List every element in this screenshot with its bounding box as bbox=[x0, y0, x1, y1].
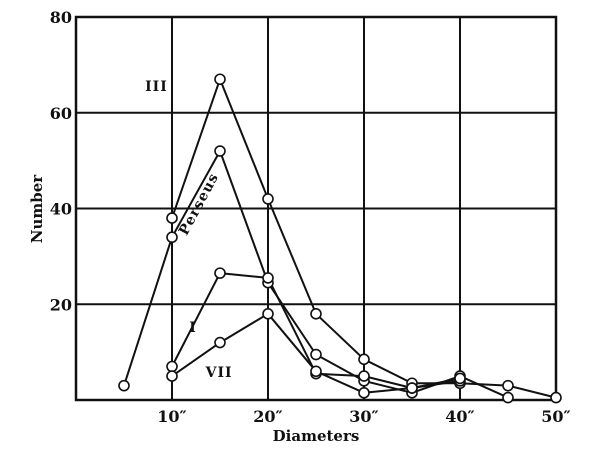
data-point-vii bbox=[310, 365, 322, 378]
data-point-iii bbox=[262, 193, 274, 205]
data-point-iii bbox=[550, 391, 562, 404]
x-tick-label: 30″ bbox=[349, 407, 378, 426]
data-point-perseus bbox=[118, 379, 130, 392]
data-point-vii bbox=[214, 336, 226, 349]
grid bbox=[76, 16, 557, 400]
plot-frame bbox=[74, 15, 558, 402]
x-axis-title: Diameters bbox=[273, 427, 360, 445]
series-label-iii: III bbox=[145, 79, 168, 95]
data-point-iii bbox=[166, 212, 178, 224]
series-labels: III Perseus I VII bbox=[145, 79, 233, 381]
y-axis-title: Number bbox=[28, 174, 46, 244]
y-axis-ticks: 20 40 60 80 bbox=[50, 8, 72, 314]
data-point-iii bbox=[310, 308, 322, 320]
x-axis-ticks: 10″ 20″ 30″ 40″ 50″ bbox=[157, 407, 570, 426]
data-point-i bbox=[358, 370, 370, 382]
x-tick-label: 10″ bbox=[157, 407, 186, 426]
y-tick-label: 20 bbox=[50, 295, 72, 314]
y-tick-label: 80 bbox=[50, 8, 72, 27]
data-point-i bbox=[214, 267, 226, 279]
data-point-i bbox=[166, 360, 178, 373]
x-tick-label: 50″ bbox=[541, 407, 570, 426]
y-tick-label: 60 bbox=[50, 104, 72, 123]
data-point-perseus bbox=[310, 348, 322, 361]
data-point-vii bbox=[358, 387, 370, 399]
data-point-vii bbox=[166, 370, 178, 382]
data-point-perseus bbox=[166, 231, 178, 244]
series-label-vii: VII bbox=[205, 365, 233, 381]
y-tick-label: 40 bbox=[50, 200, 72, 219]
x-tick-label: 20″ bbox=[253, 407, 282, 426]
data-point-perseus bbox=[214, 145, 226, 157]
data-point-vii bbox=[454, 372, 466, 385]
data-point-i bbox=[262, 272, 274, 284]
series-label-i: I bbox=[189, 320, 197, 336]
series-label-perseus: Perseus bbox=[176, 170, 222, 238]
data-point-iii bbox=[214, 73, 226, 86]
series-group bbox=[118, 73, 562, 404]
data-point-perseus bbox=[502, 391, 514, 404]
x-tick-label: 40″ bbox=[445, 407, 474, 426]
data-point-vii bbox=[406, 382, 418, 394]
data-point-vii bbox=[262, 308, 274, 320]
data-point-iii bbox=[502, 379, 514, 392]
data-point-iii bbox=[358, 353, 370, 366]
